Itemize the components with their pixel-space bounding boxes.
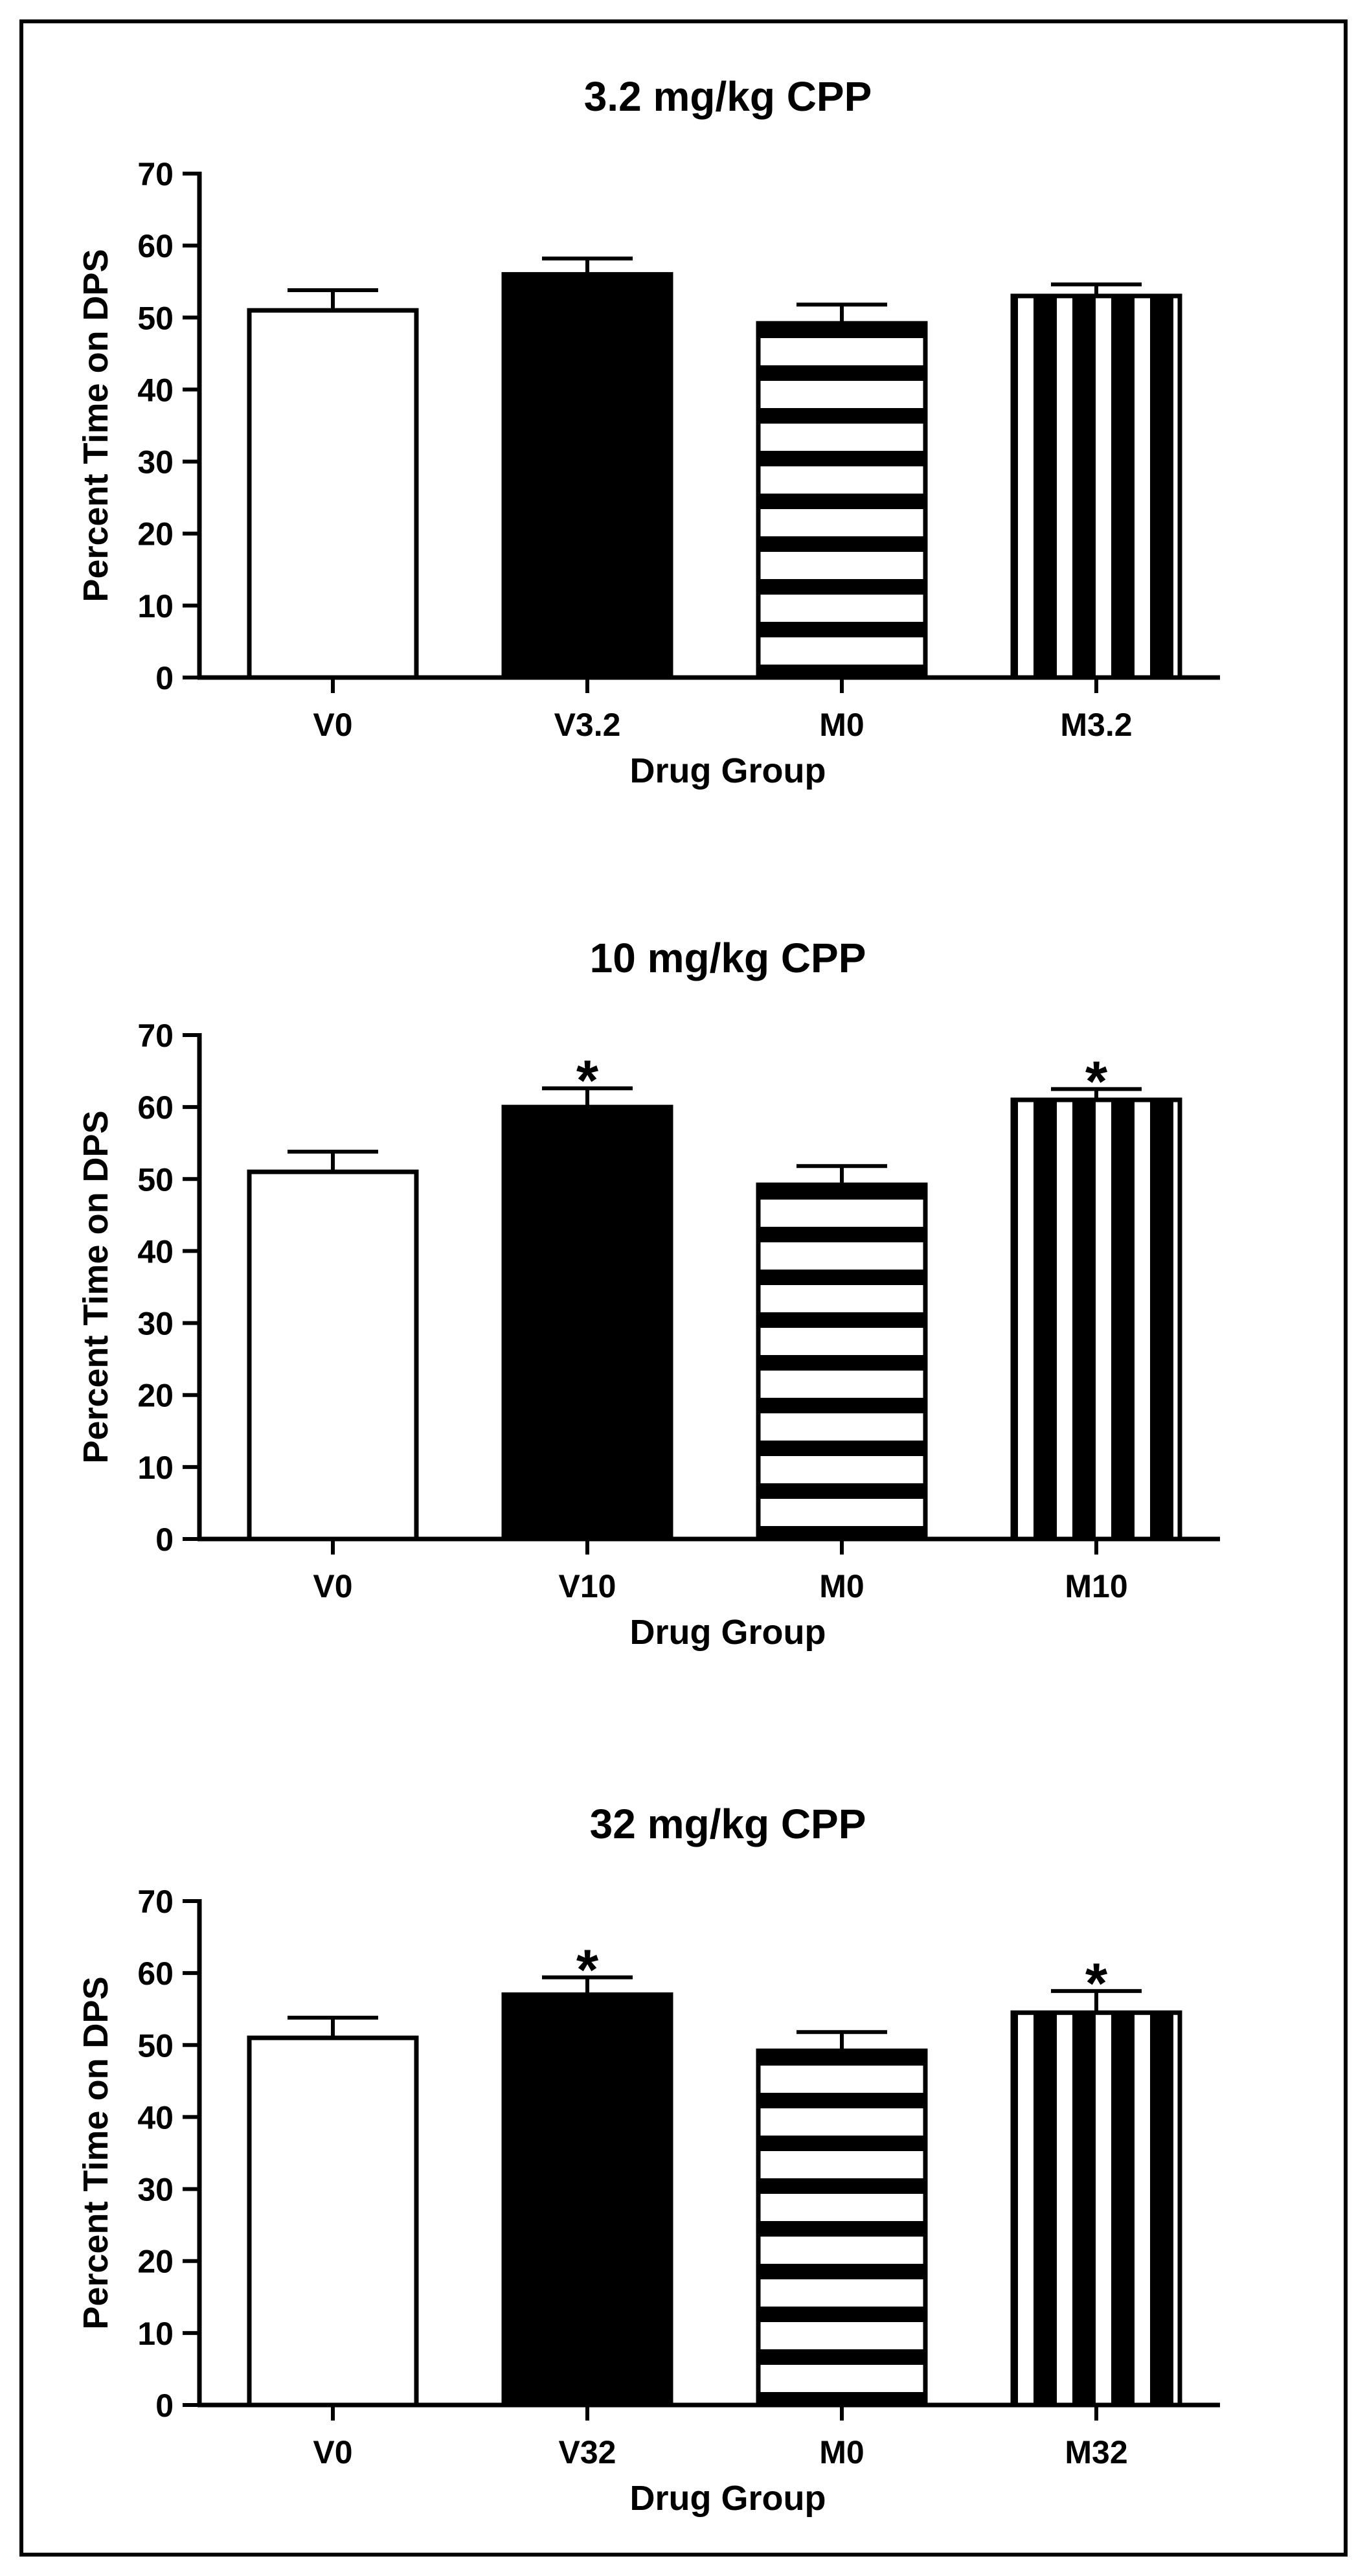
chart-title: 10 mg/kg CPP [590,935,866,981]
y-tick-label-10: 10 [137,588,174,624]
x-tick-label-V0: V0 [313,1568,352,1604]
x-tick-label-M10: M10 [1065,1568,1127,1604]
x-tick-label-M3.2: M3.2 [1060,707,1132,743]
y-tick-label-70: 70 [137,156,174,192]
x-axis-title: Drug Group [630,1613,826,1652]
chart-panel-3: 32 mg/kg CPP Percent Time on DPS 0 10 20 30 40… [76,1801,1220,2518]
significance-marker-M32: * [1085,1951,1108,2015]
x-tick-label-M0: M0 [819,707,864,743]
x-axis-title: Drug Group [630,751,826,790]
y-tick-label-30: 30 [137,2172,174,2208]
bar-M0 [756,1182,928,1542]
chart-title: 32 mg/kg CPP [590,1801,866,1847]
y-tick-label-70: 70 [137,1018,174,1054]
significance-marker-V10: * [576,1048,599,1112]
y-tick-label-70: 70 [137,1884,174,1920]
y-tick-label-10: 10 [137,2316,174,2352]
y-tick-label-40: 40 [137,372,174,408]
bar-V10 [501,1104,673,1542]
bar-M32 [1010,2010,1182,2408]
x-axis-title: Drug Group [630,2479,826,2518]
chart-title: 3.2 mg/kg CPP [584,73,872,120]
bar-V0 [247,308,419,680]
y-tick-label-60: 60 [137,1955,174,1992]
bar-V32 [501,1992,673,2408]
y-tick-label-50: 50 [137,300,174,336]
y-tick-label-0: 0 [155,2388,174,2424]
x-tick-label-V32: V32 [559,2434,616,2470]
bar-M10 [1010,1097,1182,1542]
chart-panel-1: 3.2 mg/kg CPP Percent Time on DPS 0 10 20 30 4… [76,73,1220,790]
x-tick-label-V10: V10 [559,1568,616,1604]
significance-marker-M10: * [1085,1049,1108,1113]
significance-marker-V32: * [576,1937,599,2001]
x-tick-label-M32: M32 [1065,2434,1127,2470]
y-tick-label-40: 40 [137,1233,174,1270]
y-tick-label-60: 60 [137,228,174,264]
bar-M0 [756,2048,928,2408]
bar-V3.2 [501,272,673,680]
figure-frame: 3.2 mg/kg CPP Percent Time on DPS 0 10 20 30 4… [19,19,1348,2557]
x-tick-label-V3.2: V3.2 [554,707,621,743]
x-tick-label-V0: V0 [313,707,352,743]
chart-panel-2: 10 mg/kg CPP Percent Time on DPS 0 10 20 30 40… [76,935,1220,1652]
y-tick-label-20: 20 [137,516,174,553]
y-tick-label-30: 30 [137,444,174,481]
bar-M0 [756,321,928,680]
figure-svg: 3.2 mg/kg CPP Percent Time on DPS 0 10 20 30 4… [76,73,1220,2518]
y-tick-label-50: 50 [137,2027,174,2064]
y-tick-label-60: 60 [137,1089,174,1126]
x-tick-label-V0: V0 [313,2434,352,2470]
y-tick-label-0: 0 [155,660,174,696]
x-tick-label-M0: M0 [819,2434,864,2470]
y-tick-label-0: 0 [155,1522,174,1558]
y-tick-label-50: 50 [137,1161,174,1198]
bar-V0 [247,2035,419,2408]
y-tick-label-10: 10 [137,1450,174,1486]
y-tick-label-20: 20 [137,2244,174,2280]
y-axis-title: Percent Time on DPS [76,1976,115,2329]
bar-V0 [247,1169,419,1542]
y-tick-label-40: 40 [137,2099,174,2136]
x-tick-label-M0: M0 [819,1568,864,1604]
y-tick-label-30: 30 [137,1306,174,1342]
y-axis-title: Percent Time on DPS [76,1110,115,1463]
bar-M3.2 [1010,293,1182,680]
y-axis-title: Percent Time on DPS [76,249,115,602]
y-tick-label-20: 20 [137,1378,174,1414]
